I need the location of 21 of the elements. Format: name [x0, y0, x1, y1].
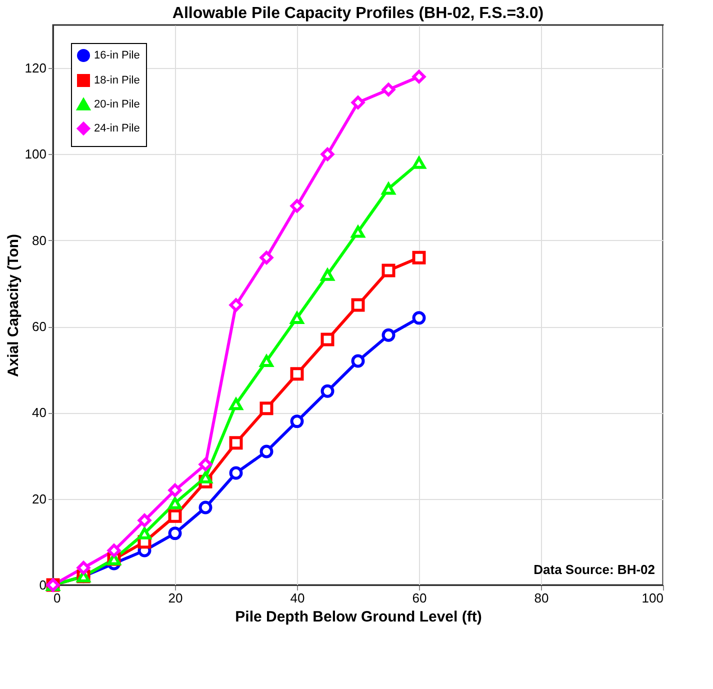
y-tick-label: 20	[32, 491, 46, 506]
x-tick-label: 100	[642, 590, 664, 606]
y-tick-label: 120	[24, 60, 46, 76]
x-tick-label: 40	[290, 590, 305, 606]
y-tick-label: 80	[32, 232, 46, 248]
y-tick-label: 60	[32, 319, 46, 334]
y-tick-label: 0	[39, 578, 46, 592]
x-axis-title: Pile Depth Below Ground Level (ft)	[235, 608, 482, 626]
annotation: Data Source: BH-02	[534, 562, 655, 577]
x-tick-label: 20	[168, 590, 183, 606]
legend-label: 18-in Pile	[94, 74, 140, 86]
y-tick-label: 40	[32, 405, 46, 420]
y-tick-label: 100	[24, 146, 46, 162]
x-tick-label: 80	[534, 590, 549, 606]
chart-title: Allowable Pile Capacity Profiles (BH-02, F.S.=3.0)	[172, 5, 544, 22]
legend-label: 16-in Pile	[94, 50, 140, 62]
legend-label: 20-in Pile	[94, 98, 140, 110]
x-tick-label: 60	[412, 590, 427, 606]
x-tick-label: 0	[54, 590, 61, 606]
legend-label: 24-in Pile	[94, 122, 140, 134]
y-axis-title: Axial Capacity (Ton)	[4, 234, 22, 378]
